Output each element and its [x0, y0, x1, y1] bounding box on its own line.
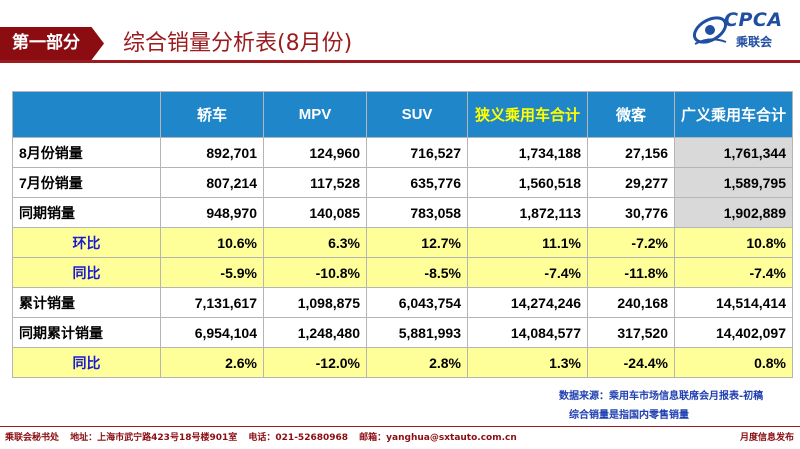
- table-cell: 14,514,414: [673, 287, 794, 318]
- footer-address: 地址：上海市武宁路423号18号楼901室: [70, 433, 238, 443]
- table-cell: 10.8%: [673, 227, 794, 258]
- table-row: 7月份销量 807,214 117,528 635,776 1,560,518 …: [12, 167, 794, 198]
- table-cell: 11.1%: [467, 227, 588, 258]
- table-cell: -8.5%: [366, 257, 468, 288]
- page-title: 综合销量分析表(8月份): [123, 31, 353, 56]
- table-cell: 2.8%: [366, 347, 468, 378]
- footer-divider: [0, 426, 800, 427]
- table-cell: 12.7%: [366, 227, 468, 258]
- table-cell: -7.4%: [467, 257, 588, 288]
- table-cell: 948,970: [160, 197, 264, 228]
- table-cell: 117,528: [263, 167, 367, 198]
- table-row: 同期销量 948,970 140,085 783,058 1,872,113 3…: [12, 197, 794, 228]
- table-cell: 1,248,480: [263, 317, 367, 348]
- table-cell: -11.8%: [587, 257, 675, 288]
- section-label: 第一部分: [0, 27, 104, 60]
- table-row: 8月份销量 892,701 124,960 716,527 1,734,188 …: [12, 137, 794, 168]
- table-cell: 1,560,518: [467, 167, 588, 198]
- sales-table: 轿车 MPV SUV 狭义乘用车合计 微客 广义乘用车合计 8月份销量 892,…: [12, 91, 794, 378]
- footer-release-label: 月度信息发布: [739, 433, 794, 443]
- table-cell: 783,058: [366, 197, 468, 228]
- column-header: MPV: [263, 91, 367, 138]
- table-cell: 124,960: [263, 137, 367, 168]
- row-label: 同比: [12, 347, 161, 378]
- data-source-note: 数据来源：乘用车市场信息联席会月报表-初稿: [559, 391, 764, 402]
- table-cell: 317,520: [587, 317, 675, 348]
- table-row: 同比 -5.9% -10.8% -8.5% -7.4% -11.8% -7.4%: [12, 257, 794, 288]
- table-cell: 1,872,113: [467, 197, 588, 228]
- header-bar: 第一部分 综合销量分析表(8月份) CPCA 乘联会: [0, 0, 800, 63]
- table-cell: 14,084,577: [467, 317, 588, 348]
- logo-text: CPCA: [724, 9, 783, 31]
- column-header: SUV: [366, 91, 468, 138]
- header-divider: [0, 60, 800, 63]
- table-cell: 7,131,617: [160, 287, 264, 318]
- table-cell: 6,954,104: [160, 317, 264, 348]
- column-header: 狭义乘用车合计: [467, 91, 588, 138]
- table-cell: 892,701: [160, 137, 264, 168]
- footer-phone: 电话：021-52680968: [248, 433, 349, 443]
- table-cell: 1,734,188: [467, 137, 588, 168]
- table-cell: -5.9%: [160, 257, 264, 288]
- footer-email[interactable]: 邮箱：yanghua@sxtauto.com.cn: [359, 433, 517, 443]
- table-cell: 6,043,754: [366, 287, 468, 318]
- table-cell: 14,402,097: [673, 317, 794, 348]
- table-cell: 1,761,344: [673, 137, 794, 168]
- table-cell: 240,168: [587, 287, 675, 318]
- table-header-row: 轿车 MPV SUV 狭义乘用车合计 微客 广义乘用车合计: [12, 91, 794, 138]
- footer-contact: 乘联会秘书处 地址：上海市武宁路423号18号楼901室 电话：021-5268…: [5, 430, 525, 443]
- footer-office: 乘联会秘书处: [5, 433, 60, 443]
- table-cell: 27,156: [587, 137, 675, 168]
- table-cell: 716,527: [366, 137, 468, 168]
- column-header: 广义乘用车合计: [673, 91, 794, 138]
- swirl-logo-icon: [692, 16, 728, 45]
- table-row: 同比 2.6% -12.0% 2.8% 1.3% -24.4% 0.8%: [12, 347, 794, 378]
- table-cell: 635,776: [366, 167, 468, 198]
- cpca-logo: CPCA 乘联会: [690, 8, 795, 58]
- table-cell: 10.6%: [160, 227, 264, 258]
- logo-subtitle: 乘联会: [736, 35, 773, 49]
- table-cell: 1,589,795: [673, 167, 794, 198]
- table-cell: -12.0%: [263, 347, 367, 378]
- table-cell: 29,277: [587, 167, 675, 198]
- table-row: 累计销量 7,131,617 1,098,875 6,043,754 14,27…: [12, 287, 794, 318]
- table-cell: 1,098,875: [263, 287, 367, 318]
- table-cell: -7.4%: [673, 257, 794, 288]
- table-cell: 1.3%: [467, 347, 588, 378]
- row-label: 同期累计销量: [12, 317, 161, 348]
- table-cell: 0.8%: [673, 347, 794, 378]
- row-label: 同比: [12, 257, 161, 288]
- table-row: 环比 10.6% 6.3% 12.7% 11.1% -7.2% 10.8%: [12, 227, 794, 258]
- table-cell: 6.3%: [263, 227, 367, 258]
- column-header: 轿车: [160, 91, 264, 138]
- table-cell: -10.8%: [263, 257, 367, 288]
- row-label: 8月份销量: [12, 137, 161, 168]
- table-cell: 807,214: [160, 167, 264, 198]
- column-header: [12, 91, 161, 138]
- table-cell: 140,085: [263, 197, 367, 228]
- table-cell: -24.4%: [587, 347, 675, 378]
- definition-note: 综合销量是指国内零售销量: [569, 410, 689, 421]
- row-label: 累计销量: [12, 287, 161, 318]
- table-cell: 5,881,993: [366, 317, 468, 348]
- table-cell: -7.2%: [587, 227, 675, 258]
- row-label: 同期销量: [12, 197, 161, 228]
- row-label: 环比: [12, 227, 161, 258]
- table-row: 同期累计销量 6,954,104 1,248,480 5,881,993 14,…: [12, 317, 794, 348]
- table-cell: 1,902,889: [673, 197, 794, 228]
- table-cell: 2.6%: [160, 347, 264, 378]
- table-cell: 30,776: [587, 197, 675, 228]
- table-cell: 14,274,246: [467, 287, 588, 318]
- row-label: 7月份销量: [12, 167, 161, 198]
- column-header: 微客: [587, 91, 675, 138]
